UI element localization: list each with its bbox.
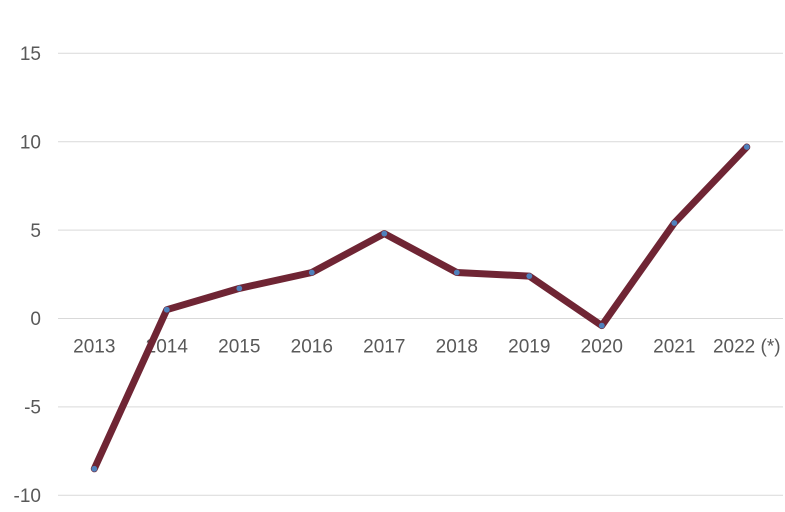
x-axis-category-label: 2019 bbox=[508, 337, 550, 358]
data-point-marker bbox=[381, 230, 388, 237]
x-axis-category-label: 2022 (*) bbox=[713, 337, 781, 358]
y-axis-tick-label: -5 bbox=[24, 398, 41, 419]
data-point-marker bbox=[598, 322, 605, 329]
y-axis-tick-label: 15 bbox=[20, 44, 41, 65]
data-point-marker bbox=[743, 144, 750, 150]
data-point-marker bbox=[308, 269, 315, 276]
gridlines-group bbox=[58, 52, 783, 496]
series-group bbox=[90, 143, 751, 473]
x-axis-category-label: 2014 bbox=[146, 337, 189, 358]
x-axis-category-label: 2021 bbox=[653, 337, 695, 358]
data-series-line bbox=[90, 143, 751, 473]
data-point-marker bbox=[526, 273, 533, 279]
x-axis-category-label: 2017 bbox=[363, 337, 405, 358]
y-axis-labels-group: 15 10 5 0 -5 -10 bbox=[14, 44, 41, 507]
data-point-marker bbox=[671, 220, 678, 226]
y-axis-tick-label: 10 bbox=[20, 132, 41, 153]
data-point-marker bbox=[236, 285, 243, 292]
x-axis-category-label: 2018 bbox=[436, 337, 478, 358]
x-axis-category-label: 2020 bbox=[581, 337, 623, 358]
y-axis-tick-label: 5 bbox=[30, 221, 41, 242]
x-axis-category-label: 2016 bbox=[291, 337, 333, 358]
x-axis-category-label: 2015 bbox=[218, 337, 260, 358]
x-axis-category-label: 2013 bbox=[73, 337, 115, 358]
data-point-marker bbox=[163, 306, 170, 313]
x-axis-labels-group: 2013 2014 2015 2016 2017 2018 2019 2020 2021 2022… bbox=[73, 337, 780, 358]
data-point-marker bbox=[453, 269, 460, 276]
data-point-marker bbox=[91, 465, 98, 472]
markers-group bbox=[91, 144, 750, 472]
y-axis-tick-label: -10 bbox=[14, 486, 41, 507]
y-axis-tick-label: 0 bbox=[30, 309, 41, 330]
